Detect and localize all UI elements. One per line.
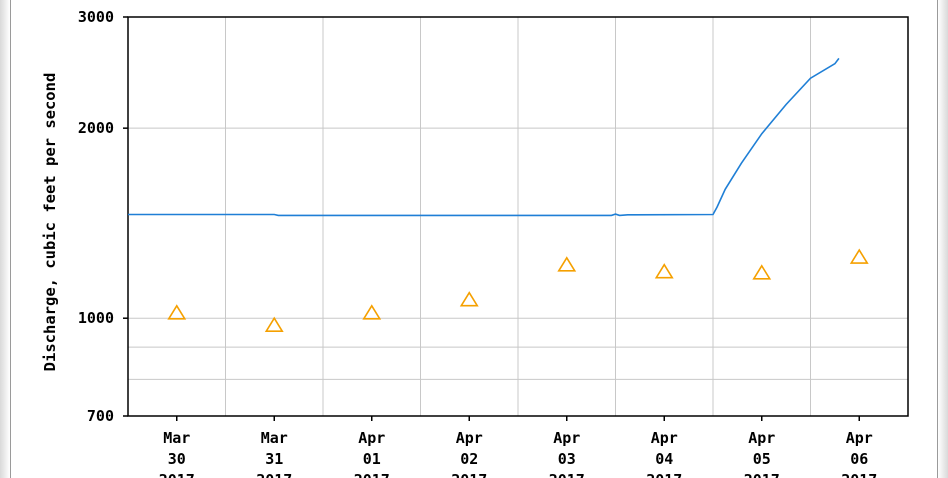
x-tick-label: Apr [456, 429, 483, 447]
y-tick-label: 3000 [78, 8, 114, 26]
x-tick-label: 01 [363, 450, 381, 468]
x-tick-label: Apr [358, 429, 385, 447]
y-axis-ticks: 700 1000 2000 3000 [78, 8, 128, 425]
x-axis-ticks: Mar 30 2017 Mar 31 2017 Apr 01 2017 Apr 02 2017 Apr 0… [159, 416, 877, 478]
y-tick-label: 1000 [78, 309, 114, 327]
series-markers-median [167, 248, 869, 332]
median-marker [849, 248, 869, 264]
median-marker [264, 316, 284, 332]
x-tick-label: 06 [850, 450, 868, 468]
x-tick-label: Mar [261, 429, 288, 447]
median-marker [557, 256, 577, 272]
x-tick-label: 04 [655, 450, 673, 468]
x-tick-label: 2017 [451, 471, 487, 478]
x-tick-label: 03 [558, 450, 576, 468]
x-tick-label: Apr [651, 429, 678, 447]
x-tick-label: 2017 [646, 471, 682, 478]
x-tick-label: 30 [168, 450, 186, 468]
median-marker [167, 304, 187, 320]
y-tick-label: 700 [87, 407, 114, 425]
x-tick-label: 02 [460, 450, 478, 468]
y-tick-label: 2000 [78, 119, 114, 137]
median-marker [654, 263, 674, 279]
x-tick-label: 05 [753, 450, 771, 468]
x-tick-label: Mar [163, 429, 190, 447]
x-tick-label: 2017 [354, 471, 390, 478]
series-line-discharge [128, 57, 840, 217]
x-tick-label: Apr [748, 429, 775, 447]
x-tick-label: 31 [265, 450, 283, 468]
x-tick-label: Apr [846, 429, 873, 447]
plot-area-border [127, 16, 909, 417]
x-tick-label: 2017 [159, 471, 195, 478]
window-frame-right [937, 0, 948, 478]
window-frame-left [0, 0, 11, 478]
median-marker [752, 264, 772, 280]
x-tick-label: Apr [553, 429, 580, 447]
y-axis-label: Discharge, cubic feet per second [41, 73, 59, 372]
x-tick-label: 2017 [256, 471, 292, 478]
x-tick-label: 2017 [549, 471, 585, 478]
median-marker [362, 304, 382, 320]
grid-lines [128, 17, 908, 416]
x-tick-label: 2017 [841, 471, 877, 478]
x-tick-label: 2017 [744, 471, 780, 478]
median-marker [459, 291, 479, 307]
